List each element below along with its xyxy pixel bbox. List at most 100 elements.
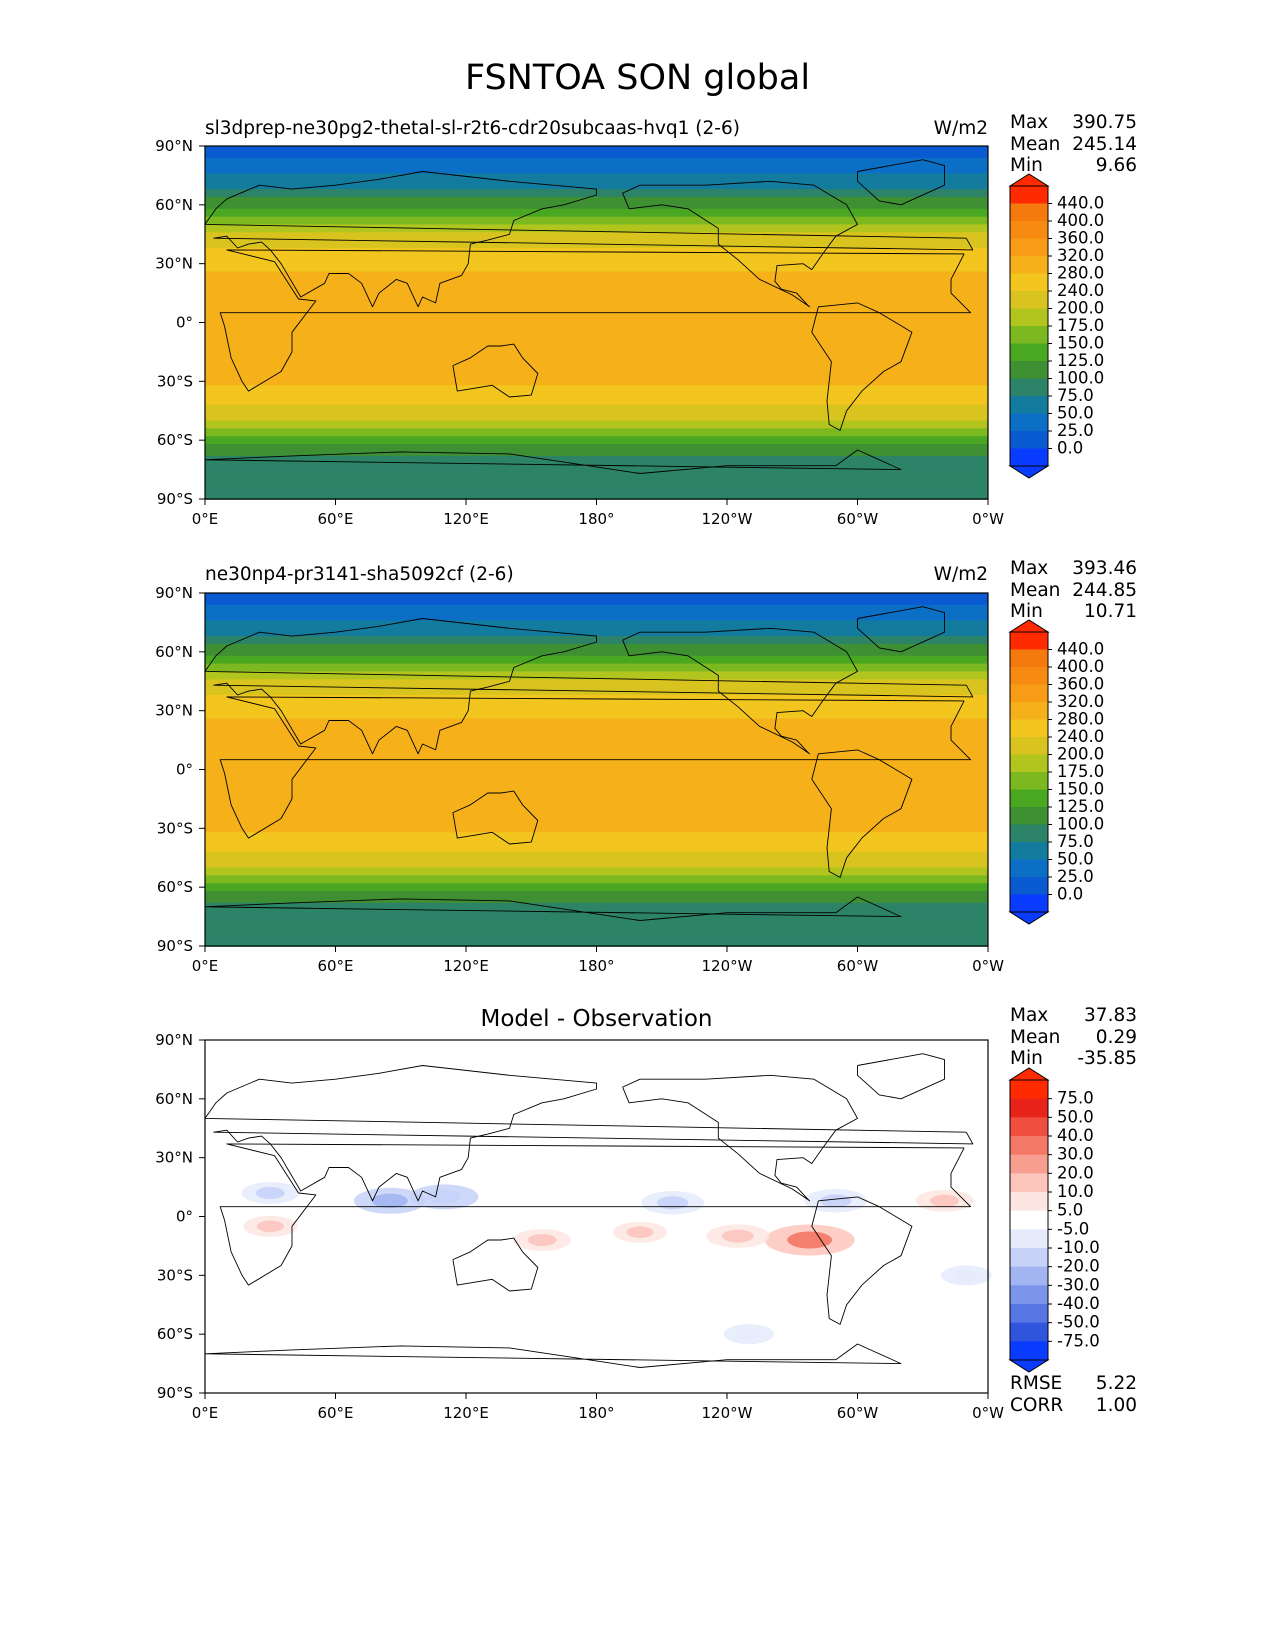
colorbar-2-swatch bbox=[1010, 667, 1048, 686]
field-band bbox=[205, 844, 988, 849]
field-band bbox=[205, 283, 988, 288]
field-band bbox=[205, 389, 988, 394]
field-band bbox=[205, 220, 988, 226]
field-band bbox=[205, 295, 988, 300]
y-tick-label: 60°S bbox=[157, 878, 193, 896]
map-1-coastline bbox=[857, 159, 945, 206]
stat-corr: 1.00 bbox=[1095, 1394, 1137, 1416]
map-1-coastline bbox=[204, 449, 902, 474]
y-tick-label: 60°S bbox=[157, 1325, 193, 1343]
stat-label: Min bbox=[1010, 601, 1043, 622]
field-band bbox=[205, 824, 988, 830]
colorbar-2-label: 150.0 bbox=[1057, 780, 1104, 799]
field-band bbox=[205, 244, 988, 249]
field-band bbox=[205, 349, 988, 355]
y-tick-label: 90°S bbox=[157, 490, 193, 508]
field-band bbox=[205, 373, 988, 379]
field-band bbox=[205, 208, 988, 214]
y-tick-label: 0° bbox=[176, 314, 193, 332]
map-1-coastline bbox=[204, 171, 974, 308]
colorbar-1-label: 360.0 bbox=[1057, 229, 1104, 248]
colorbar-2-swatch bbox=[1010, 702, 1048, 721]
colorbar-3-swatch bbox=[1010, 1154, 1048, 1174]
colorbar-1-label: 280.0 bbox=[1057, 264, 1104, 283]
diff-blob-core bbox=[656, 1196, 689, 1210]
colorbar-2-label: 50.0 bbox=[1057, 850, 1094, 869]
stat-label: Max bbox=[1010, 1005, 1049, 1026]
colorbar-2-swatch bbox=[1010, 754, 1048, 773]
field-band bbox=[205, 251, 988, 257]
map-1-coastline bbox=[219, 249, 972, 392]
stat-max: 393.46 bbox=[1072, 558, 1137, 579]
field-band bbox=[205, 773, 988, 779]
field-band bbox=[205, 471, 988, 477]
stat-label: CORR bbox=[1010, 1394, 1064, 1416]
map-panel-3: 0°E 60°E 120°E 180° 120°W 60°W 0°W 90°N 60°N 30°N… bbox=[155, 1031, 1100, 1422]
stat-label: Min bbox=[1010, 155, 1043, 176]
colorbar-2-label: 200.0 bbox=[1057, 745, 1104, 764]
field-band bbox=[205, 377, 988, 383]
field-band bbox=[205, 596, 988, 602]
field-band bbox=[205, 149, 988, 155]
stat-mean: 0.29 bbox=[1095, 1026, 1137, 1048]
field-band bbox=[205, 467, 988, 473]
field-band bbox=[205, 655, 988, 661]
y-tick-label: 30°S bbox=[157, 1266, 193, 1284]
colorbar-1-swatch bbox=[1010, 343, 1048, 362]
panel-3-title: Model - Observation bbox=[480, 1006, 713, 1032]
colorbar-1-swatch bbox=[1010, 256, 1048, 275]
diff-blob-core bbox=[371, 1193, 408, 1208]
field-band bbox=[205, 651, 988, 657]
field-band bbox=[205, 593, 988, 598]
map-3-coastline bbox=[204, 1343, 902, 1368]
colorbar-1-label: 125.0 bbox=[1057, 351, 1104, 370]
map-1-coastline bbox=[811, 302, 913, 431]
field-band bbox=[205, 624, 988, 630]
field-band bbox=[205, 216, 988, 222]
field-band bbox=[205, 212, 988, 218]
colorbar-2-label: 240.0 bbox=[1057, 727, 1104, 746]
x-tick-label: 180° bbox=[578, 957, 614, 975]
panel-1-title: sl3dprep-ne30pg2-thetal-sl-r2t6-cdr20sub… bbox=[205, 118, 740, 139]
field-band bbox=[205, 330, 988, 336]
stat-label: Max bbox=[1010, 558, 1049, 579]
field-band bbox=[205, 263, 988, 269]
field-band bbox=[205, 479, 988, 485]
field-band bbox=[205, 416, 988, 422]
colorbar-2-label: 100.0 bbox=[1057, 815, 1104, 834]
stat-label: Mean bbox=[1010, 1026, 1061, 1048]
field-band bbox=[205, 204, 988, 210]
field-band bbox=[205, 910, 988, 916]
colorbar-3-label: -75.0 bbox=[1057, 1331, 1100, 1350]
y-tick-label: 0° bbox=[176, 761, 193, 779]
colorbar-3-swatch bbox=[1010, 1322, 1048, 1342]
field-band bbox=[205, 828, 988, 834]
field-band bbox=[205, 930, 988, 936]
stat-mean: 244.85 bbox=[1072, 579, 1137, 601]
field-band bbox=[205, 922, 988, 928]
field-band bbox=[205, 491, 988, 496]
colorbar-2-swatch bbox=[1010, 737, 1048, 756]
field-band bbox=[205, 385, 988, 390]
field-band bbox=[205, 832, 988, 837]
x-tick-label: 120°W bbox=[702, 1404, 753, 1422]
field-band bbox=[205, 342, 988, 347]
figure-title: FSNTOA SON global bbox=[464, 58, 811, 98]
field-band bbox=[205, 891, 988, 896]
diff-blob-core bbox=[255, 1186, 285, 1200]
x-tick-label: 120°E bbox=[443, 510, 489, 528]
y-tick-label: 30°N bbox=[155, 255, 193, 273]
y-tick-label: 60°N bbox=[155, 643, 193, 661]
colorbar-1-swatch bbox=[1010, 431, 1048, 450]
field-band bbox=[205, 796, 988, 802]
y-tick-label: 30°N bbox=[155, 702, 193, 720]
field-band bbox=[205, 679, 988, 685]
field-band bbox=[205, 483, 988, 489]
field-band bbox=[205, 675, 988, 681]
x-tick-label: 120°W bbox=[702, 957, 753, 975]
colorbar-3-swatch bbox=[1010, 1192, 1048, 1212]
colorbar-3-label: -30.0 bbox=[1057, 1275, 1100, 1294]
colorbar-1-label: 50.0 bbox=[1057, 404, 1094, 423]
field-band bbox=[205, 177, 988, 183]
